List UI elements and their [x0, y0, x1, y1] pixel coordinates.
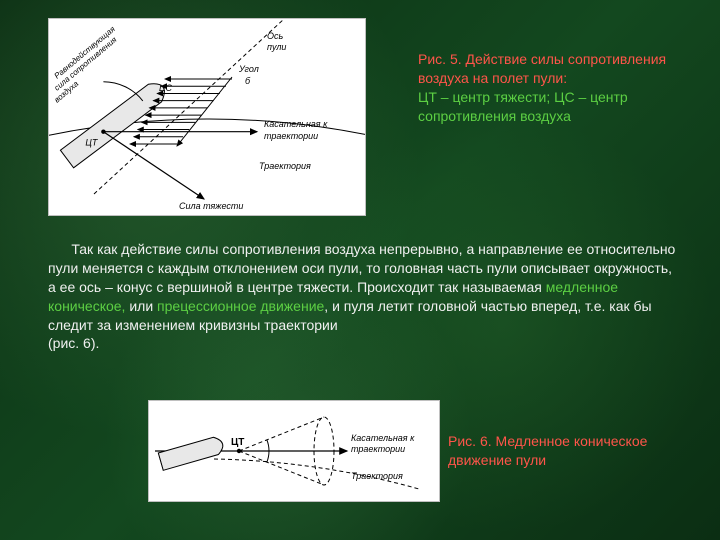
svg-text:Касательная к: Касательная к	[351, 433, 415, 443]
svg-text:Траектория: Траектория	[259, 161, 311, 171]
para-indent	[48, 241, 71, 257]
figure-6: ЦТ Касательная к траектории Траектория	[148, 400, 440, 502]
svg-text:пули: пули	[267, 42, 286, 52]
svg-text:ЦТ: ЦТ	[231, 437, 244, 448]
svg-text:ЦТ: ЦТ	[85, 138, 99, 148]
svg-text:б: б	[245, 76, 251, 86]
figure-6-caption: Рис. 6. Медленное коническое движение пу…	[448, 432, 698, 470]
svg-text:Сила тяжести: Сила тяжести	[179, 201, 243, 211]
svg-text:траектории: траектории	[264, 131, 318, 141]
figure-5-svg: Ось пули Равнодействующая сила сопротивл…	[49, 19, 365, 215]
caption5-legend: ЦТ – центр тяжести; ЦС – центр сопротивл…	[418, 89, 628, 124]
svg-text:Траектория: Траектория	[351, 471, 403, 481]
svg-text:Ось: Ось	[267, 31, 284, 41]
para-g2: прецессионное движение	[157, 298, 324, 314]
figure-5: Ось пули Равнодействующая сила сопротивл…	[48, 18, 366, 216]
caption5-main: Рис. 5. Действие силы сопротивления возд…	[418, 51, 666, 86]
svg-text:сила сопротивления: сила сопротивления	[53, 35, 119, 93]
svg-text:Угол: Угол	[238, 64, 259, 74]
svg-text:траектории: траектории	[351, 444, 405, 454]
main-paragraph: Так как действие силы сопротивления возд…	[48, 240, 683, 353]
para-t2: или	[125, 298, 157, 314]
figure-5-caption: Рис. 5. Действие силы сопротивления возд…	[418, 50, 688, 126]
svg-text:Касательная к: Касательная к	[264, 119, 328, 129]
svg-text:Равнодействующая: Равнодействующая	[53, 24, 118, 80]
figure-6-svg: ЦТ Касательная к траектории Траектория	[149, 401, 439, 501]
para-t4: (рис. 6).	[48, 335, 99, 351]
svg-text:ЦС: ЦС	[159, 83, 173, 93]
